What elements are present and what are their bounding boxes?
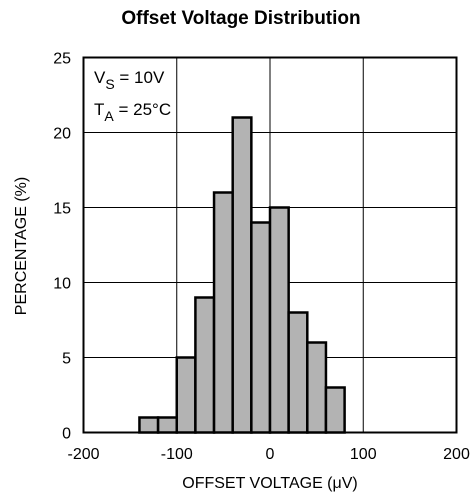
annotations: VS = 10V TA = 25°C <box>94 68 171 124</box>
bar-6 <box>250 221 272 434</box>
annotation-0: VS = 10V <box>94 68 165 92</box>
bars-group <box>138 116 346 434</box>
bar-2 <box>175 356 197 434</box>
bar-7 <box>268 206 290 434</box>
x-axis-label: OFFSET VOLTAGE (μV) <box>182 475 357 492</box>
y-tick-label-1: 5 <box>62 351 71 368</box>
y-tick-label-2: 10 <box>53 276 71 293</box>
y-axis-label: PERCENTAGE (%) <box>13 177 30 315</box>
bar-9 <box>306 341 328 434</box>
x-tick-label-1: -100 <box>161 446 193 463</box>
chart-title: Offset Voltage Distribution <box>121 8 360 29</box>
y-tick-label-4: 20 <box>53 126 71 143</box>
y-tick-label-0: 0 <box>62 426 71 443</box>
bar-1 <box>156 416 179 434</box>
bar-3 <box>194 296 216 434</box>
bar-5 <box>231 116 253 434</box>
bar-0 <box>138 416 160 434</box>
bar-4 <box>212 191 234 434</box>
y-tick-label-5: 25 <box>53 51 71 68</box>
x-tick-label-2: 0 <box>266 446 275 463</box>
annotation-1: TA = 25°C <box>94 100 171 124</box>
x-tick-label-0: -200 <box>67 446 99 463</box>
y-tick-label-3: 15 <box>53 201 71 218</box>
x-tick-label-3: 100 <box>350 446 377 463</box>
y-tick-labels: 0 5 10 15 20 25 <box>53 51 71 443</box>
x-tick-label-4: 200 <box>443 446 470 463</box>
plot-frame <box>82 56 458 434</box>
bar-8 <box>287 311 309 434</box>
bar-10 <box>324 386 346 434</box>
x-tick-labels: -200 -100 0 100 200 <box>67 446 469 463</box>
